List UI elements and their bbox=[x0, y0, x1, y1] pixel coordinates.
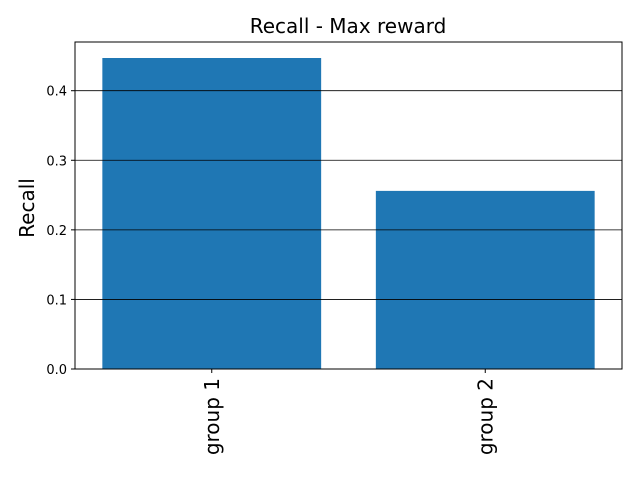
x-ticks-group: group 1 group 2 bbox=[200, 369, 497, 455]
y-tick-label: 0.0 bbox=[46, 363, 67, 378]
y-tick-label: 0.1 bbox=[46, 293, 67, 308]
bar-1 bbox=[102, 58, 322, 369]
y-tick-label: 0.4 bbox=[46, 85, 67, 100]
bar-2 bbox=[375, 190, 595, 369]
plot-frame bbox=[74, 41, 623, 370]
chart-title: Recall - Max reward bbox=[250, 14, 447, 38]
x-tick-label: group 2 bbox=[473, 378, 497, 455]
bars-group bbox=[102, 58, 595, 369]
y-axis-label: Recall bbox=[15, 178, 39, 238]
y-ticks-group: 0.0 0.1 0.2 0.3 0.4 bbox=[46, 85, 75, 378]
y-tick-label: 0.3 bbox=[46, 154, 67, 169]
x-tick-label: group 1 bbox=[200, 378, 224, 455]
y-tick-label: 0.2 bbox=[46, 224, 67, 239]
gridlines-group bbox=[75, 90, 622, 300]
